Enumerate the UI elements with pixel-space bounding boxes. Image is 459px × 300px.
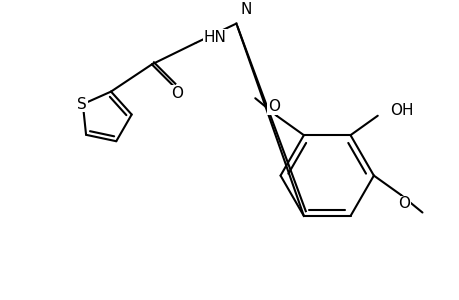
Text: O: O xyxy=(267,100,279,115)
Text: OH: OH xyxy=(390,103,413,118)
Text: N: N xyxy=(240,2,251,17)
Text: O: O xyxy=(171,86,183,101)
Text: HN: HN xyxy=(203,30,226,45)
Text: S: S xyxy=(77,97,87,112)
Text: O: O xyxy=(397,196,409,211)
